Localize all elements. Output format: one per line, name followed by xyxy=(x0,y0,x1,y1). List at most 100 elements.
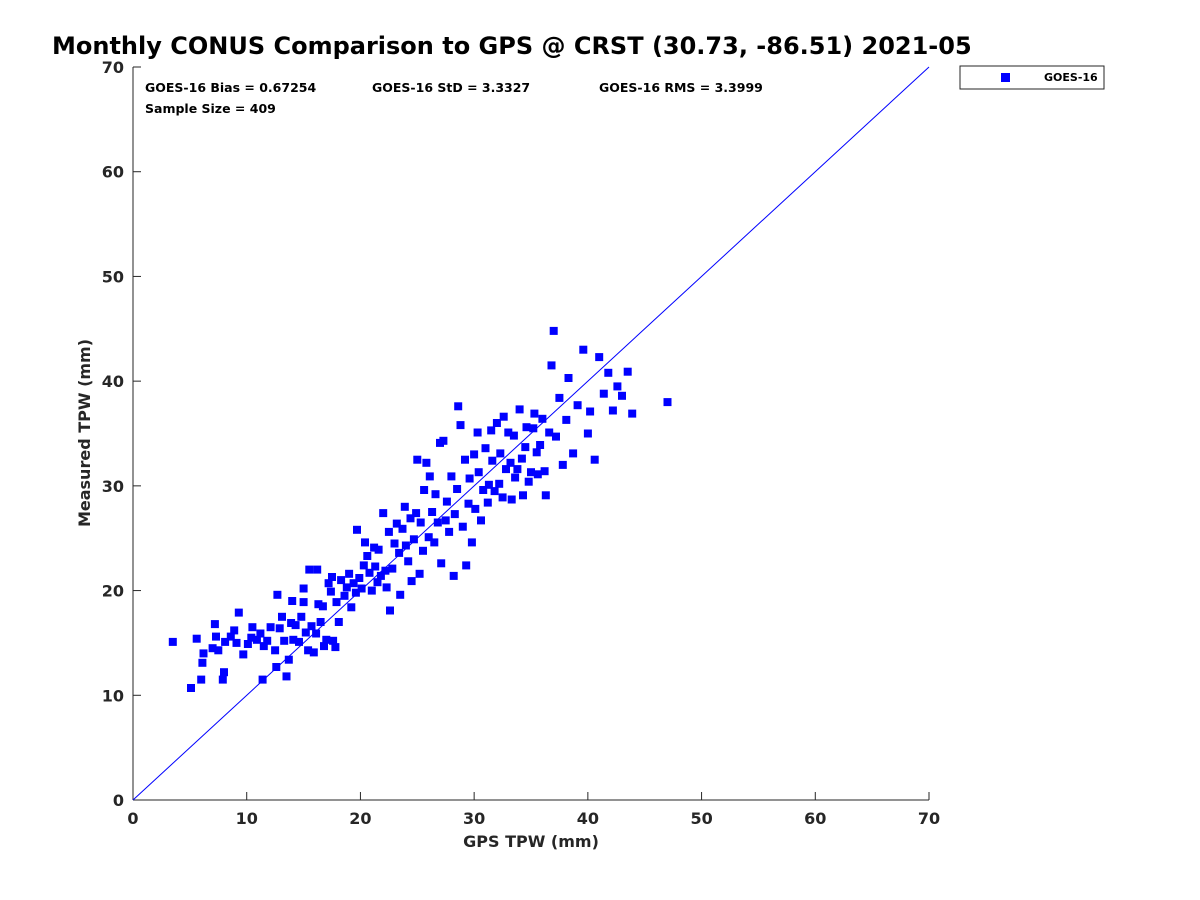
x-axis-ticks: 0 10 20 30 40 50 60 70 xyxy=(127,792,940,828)
data-point xyxy=(353,525,361,534)
data-point xyxy=(545,428,554,437)
data-point xyxy=(256,629,265,638)
data-point xyxy=(538,414,547,423)
x-tick-label: 40 xyxy=(577,809,599,828)
data-point xyxy=(595,353,604,362)
data-point xyxy=(243,640,252,648)
data-point xyxy=(304,646,313,655)
data-point xyxy=(312,629,321,638)
data-point xyxy=(365,568,374,577)
data-point xyxy=(192,634,201,643)
data-point xyxy=(328,573,336,581)
data-point xyxy=(442,497,451,506)
x-tick-label: 20 xyxy=(349,809,371,828)
data-point xyxy=(529,424,538,433)
y-tick-label: 30 xyxy=(102,477,124,496)
legend-label-goes16: GOES-16 xyxy=(1044,71,1098,84)
data-point xyxy=(492,419,501,427)
data-point xyxy=(322,635,331,644)
data-point xyxy=(379,509,388,518)
data-point xyxy=(450,510,459,519)
data-point xyxy=(462,561,471,570)
data-point xyxy=(351,588,360,597)
legend-marker-goes16 xyxy=(1001,73,1010,82)
data-point xyxy=(604,368,613,377)
data-point xyxy=(481,444,490,453)
data-point xyxy=(234,608,243,617)
data-point xyxy=(347,603,356,612)
data-point xyxy=(513,465,522,474)
data-point xyxy=(540,467,549,476)
data-point xyxy=(549,326,558,335)
x-axis-label: GPS TPW (mm) xyxy=(463,832,599,851)
data-point xyxy=(533,470,542,479)
data-point xyxy=(527,468,535,477)
bias-stat: GOES-16 Bias = 0.67254 xyxy=(145,80,316,95)
data-point xyxy=(449,571,458,580)
data-point xyxy=(326,587,335,596)
data-point xyxy=(573,401,582,410)
data-point xyxy=(301,628,310,637)
x-tick-label: 60 xyxy=(804,809,826,828)
data-point xyxy=(496,449,505,458)
data-point xyxy=(332,598,341,607)
data-point xyxy=(363,552,372,560)
data-point xyxy=(320,642,328,651)
data-point xyxy=(509,431,518,440)
data-point xyxy=(198,658,207,667)
x-tick-label: 30 xyxy=(463,809,485,828)
x-tick-label: 70 xyxy=(918,809,940,828)
data-point xyxy=(524,477,533,486)
data-point xyxy=(263,636,272,645)
data-point xyxy=(521,443,530,452)
data-point xyxy=(398,524,407,533)
data-point xyxy=(289,635,298,644)
y-tick-label: 0 xyxy=(113,791,124,810)
data-point xyxy=(413,455,422,464)
data-point xyxy=(208,644,217,653)
data-point xyxy=(502,465,510,474)
data-point xyxy=(445,527,454,536)
data-point xyxy=(536,441,545,449)
data-point xyxy=(370,543,379,552)
data-point xyxy=(522,423,531,432)
data-point xyxy=(618,391,626,400)
data-point xyxy=(212,632,220,641)
data-point xyxy=(454,402,463,411)
data-point xyxy=(259,642,268,651)
y-tick-label: 10 xyxy=(102,686,124,705)
data-point xyxy=(287,619,296,627)
data-point xyxy=(439,436,448,445)
data-point xyxy=(555,393,564,402)
data-point xyxy=(340,591,349,600)
data-point xyxy=(218,675,227,684)
data-point xyxy=(299,584,308,593)
data-point xyxy=(316,618,325,626)
chart-title: Monthly CONUS Comparison to GPS @ CRST (… xyxy=(52,32,972,60)
data-point xyxy=(221,637,230,646)
data-point xyxy=(395,548,404,557)
y-axis-ticks: 0 10 20 30 40 50 60 70 xyxy=(102,58,141,810)
data-point xyxy=(564,374,573,382)
data-point xyxy=(461,455,469,464)
data-point xyxy=(197,675,206,684)
data-point xyxy=(318,602,327,611)
plot-area xyxy=(132,67,929,801)
data-point xyxy=(404,557,413,566)
data-point xyxy=(272,663,281,671)
data-point xyxy=(199,649,208,658)
data-point xyxy=(608,406,617,415)
identity-reference-line xyxy=(132,66,930,801)
data-point xyxy=(586,407,595,416)
data-point xyxy=(562,415,571,424)
data-point xyxy=(334,618,343,626)
data-point xyxy=(498,493,507,502)
data-point xyxy=(415,569,424,578)
data-point xyxy=(433,518,442,527)
data-point xyxy=(532,448,541,457)
data-point xyxy=(331,643,340,652)
data-point xyxy=(425,472,434,481)
data-point xyxy=(284,655,293,664)
data-point xyxy=(280,636,289,645)
data-point xyxy=(226,632,235,641)
